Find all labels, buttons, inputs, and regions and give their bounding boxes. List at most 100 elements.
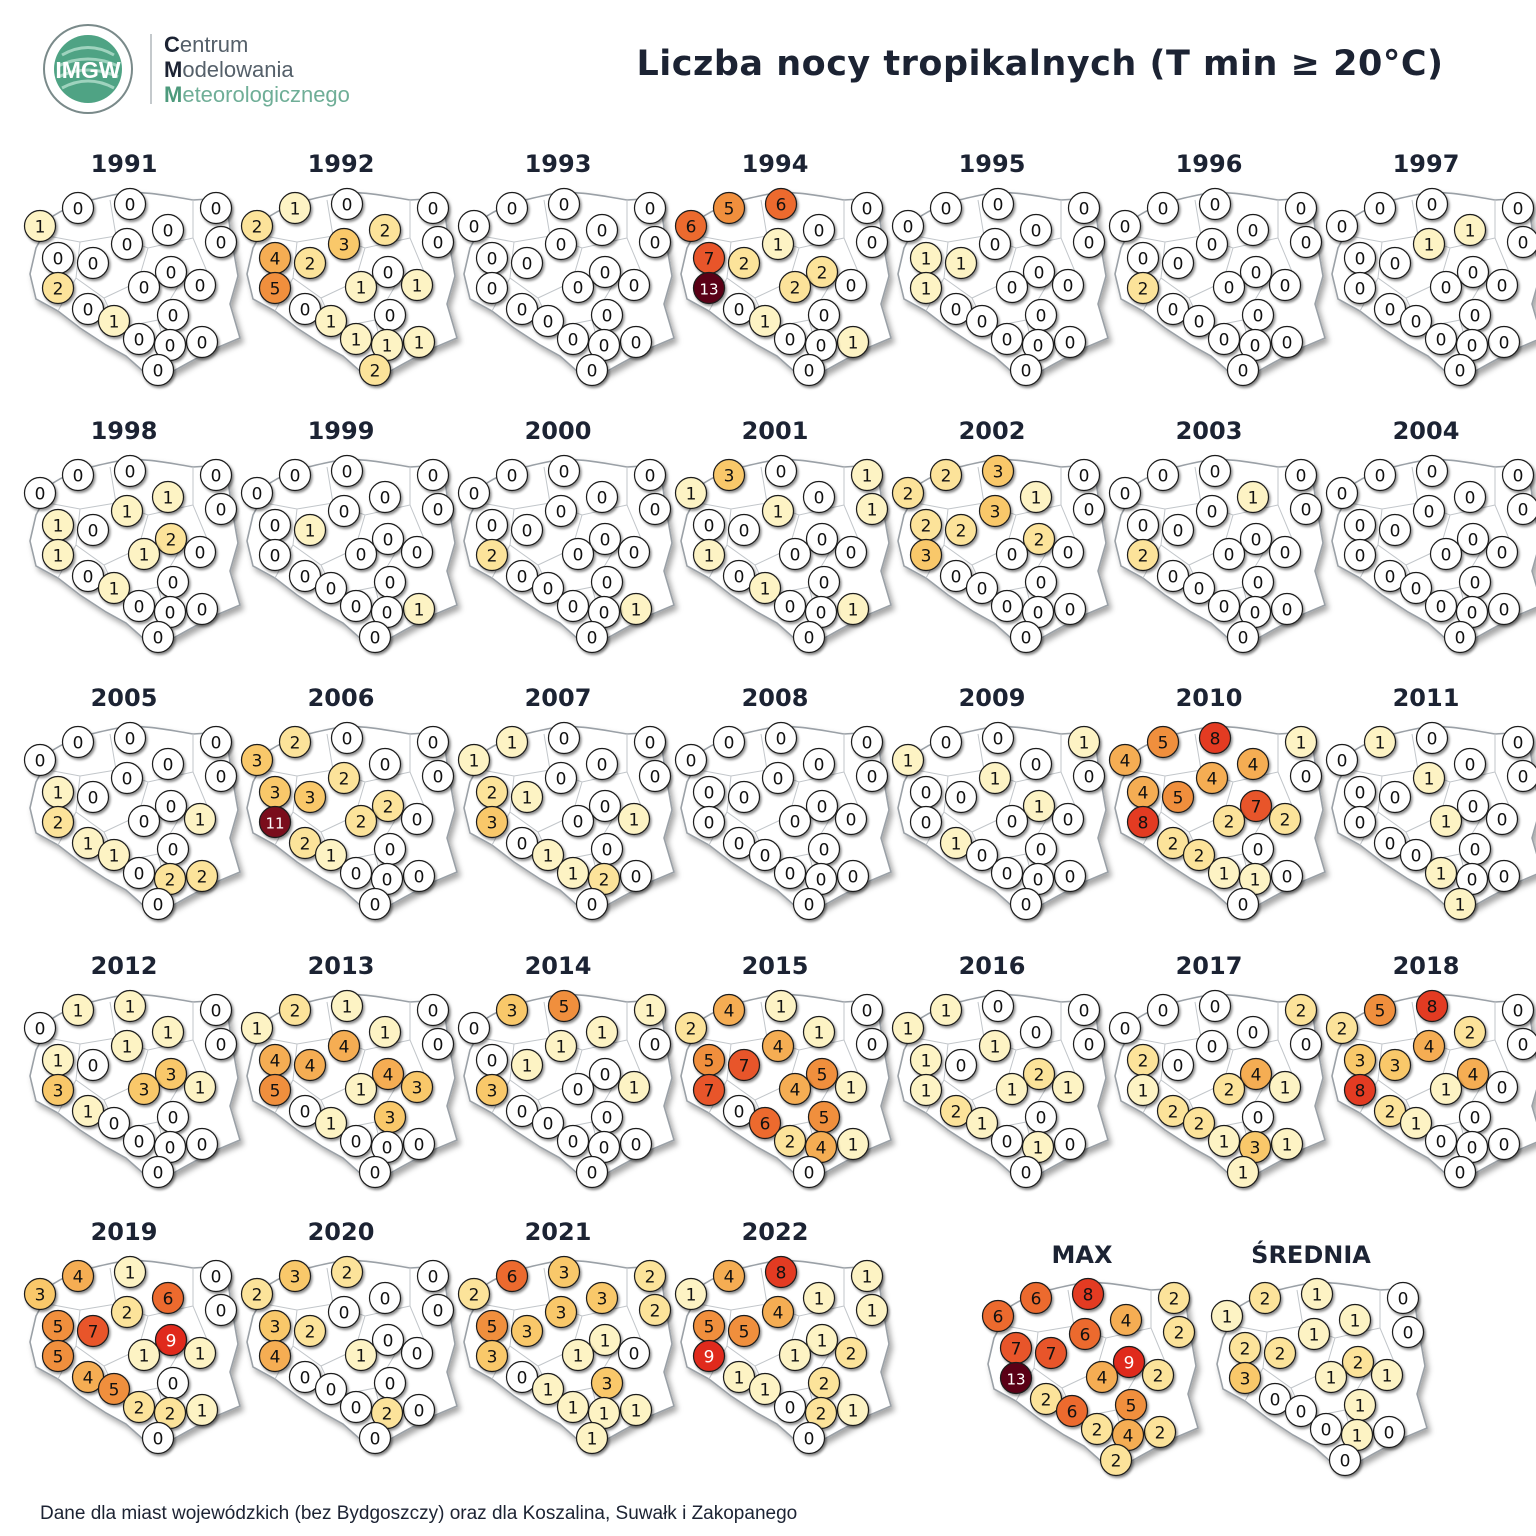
station-marker: 1 [185, 1393, 219, 1427]
station-circle [1019, 747, 1053, 781]
station-marker: 2 [1126, 1043, 1160, 1077]
station-value: 0 [1033, 604, 1044, 624]
station-value: 0 [383, 531, 394, 551]
station-circle [1067, 191, 1101, 225]
station-marker: 0 [638, 759, 672, 793]
station-value: 1 [356, 1347, 367, 1367]
station-marker: 7 [727, 1048, 761, 1082]
station-circle [792, 1155, 826, 1189]
station-marker: 0 [1363, 458, 1397, 492]
station-value: 9 [166, 1332, 177, 1352]
station-marker: 0 [1241, 1100, 1275, 1134]
station-circle [773, 856, 807, 890]
station-marker: 1 [929, 993, 963, 1027]
station-circle [1399, 571, 1433, 605]
station-value: 0 [522, 255, 533, 275]
station-marker: 1 [891, 1011, 925, 1045]
station-circle [61, 191, 95, 225]
station-value: 0 [1518, 1036, 1529, 1056]
station-value: 2 [650, 1302, 661, 1322]
station-marker: 0 [400, 1336, 434, 1370]
station-value: 0 [734, 1103, 745, 1123]
station-value: 1 [522, 1057, 533, 1077]
station-marker: 0 [1195, 494, 1229, 528]
station-value: 2 [356, 813, 367, 833]
station-value: 0 [804, 362, 815, 382]
station-value: 1 [848, 601, 859, 621]
station-value: 0 [785, 598, 796, 618]
station-circle [154, 255, 188, 289]
station-circle [293, 780, 327, 814]
station-marker: 1 [1022, 789, 1056, 823]
station-value: 0 [469, 1020, 480, 1040]
station-circle [1195, 761, 1229, 795]
station-circle [556, 1390, 590, 1424]
station-value: 0 [1355, 547, 1366, 567]
station-circle [556, 1124, 590, 1158]
station-circle [416, 458, 450, 492]
station-circle [1108, 476, 1142, 510]
station-value: 2 [370, 362, 381, 382]
station-circle [1143, 1415, 1177, 1449]
station-marker: 1 [617, 1070, 651, 1104]
station-circle [1297, 1317, 1331, 1351]
station-value: 0 [867, 1036, 878, 1056]
station-value: 1 [686, 485, 697, 505]
station-value: 0 [1301, 501, 1312, 521]
station-circle [617, 268, 651, 302]
station-marker: 1 [834, 1070, 868, 1104]
station-marker: 0 [1378, 780, 1412, 814]
station-marker: 0 [183, 535, 217, 569]
station-marker: 1 [1399, 1106, 1433, 1140]
station-marker: 0 [575, 887, 609, 921]
station-marker: 0 [204, 492, 238, 526]
station-marker: 0 [1268, 535, 1302, 569]
station-value: 0 [1337, 485, 1348, 505]
station-value: 0 [819, 841, 830, 861]
station-value: 2 [1034, 1066, 1045, 1086]
station-value: 1 [867, 1302, 878, 1322]
station-value: 0 [1079, 1002, 1090, 1022]
station-value: 1 [122, 1038, 133, 1058]
station-value: 0 [1002, 1133, 1013, 1153]
station-value: 0 [339, 503, 350, 523]
station-circle [358, 887, 392, 921]
station-circle [1501, 191, 1535, 225]
station-value: 0 [1470, 1109, 1481, 1129]
station-circle [617, 802, 651, 836]
station-circle [978, 494, 1012, 528]
station-marker: 0 [1284, 191, 1318, 225]
station-circle [1501, 993, 1535, 1027]
station-marker: 0 [1053, 592, 1087, 626]
station-circle [1372, 1415, 1406, 1449]
station-value: 1 [125, 1264, 136, 1284]
station-value: 0 [686, 752, 697, 772]
station-marker: 0 [199, 993, 233, 1027]
station-circle [1053, 859, 1087, 893]
station-value: 0 [1158, 467, 1169, 487]
station-marker: 0 [1067, 191, 1101, 225]
station-marker: 0 [23, 743, 57, 777]
station-value: 1 [1033, 1139, 1044, 1159]
station-value: 0 [1021, 362, 1032, 382]
station-marker: 4 [61, 1259, 95, 1293]
station-value: 1 [1250, 871, 1261, 891]
station-value: 0 [734, 301, 745, 321]
station-circle [965, 1106, 999, 1140]
station-marker: 1 [41, 538, 75, 572]
station-value: 1 [814, 1024, 825, 1044]
station-value: 0 [433, 234, 444, 254]
panel-label: 2017 [1176, 952, 1243, 980]
station-value: 2 [956, 522, 967, 542]
station-circle [1022, 789, 1056, 823]
station-marker: 4 [258, 1339, 292, 1373]
station-marker: 4 [1195, 761, 1229, 795]
station-circle [1212, 270, 1246, 304]
station-circle [1239, 522, 1273, 556]
station-value: 0 [1467, 604, 1478, 624]
station-circle [1239, 789, 1273, 823]
station-circle [113, 187, 147, 221]
station-circle [495, 458, 529, 492]
station-circle [457, 1277, 491, 1311]
